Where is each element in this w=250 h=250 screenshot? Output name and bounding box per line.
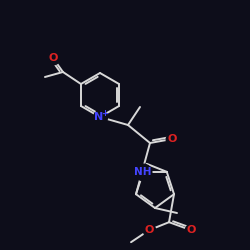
Text: O: O — [48, 53, 58, 63]
Text: +: + — [102, 108, 108, 118]
Text: O: O — [186, 225, 196, 235]
Text: NH: NH — [134, 167, 152, 177]
Text: O: O — [144, 225, 154, 235]
Text: N: N — [94, 112, 104, 122]
Text: O: O — [167, 134, 177, 144]
